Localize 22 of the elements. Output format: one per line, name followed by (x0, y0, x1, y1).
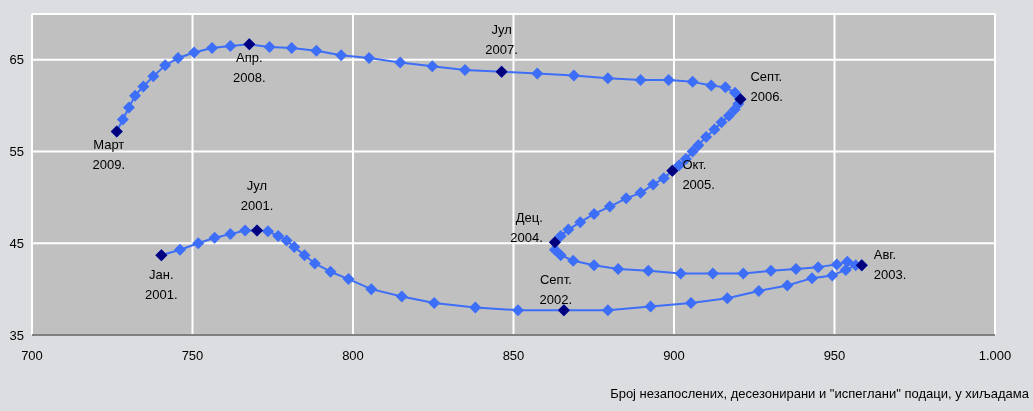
annotation: Јул 2007. (485, 21, 518, 57)
y-tick-label: 65 (9, 52, 24, 68)
x-axis-title: Број незапослених, десезонирани и "испеглани" подаци, у хиљадама (610, 386, 1029, 401)
x-tick-label: 750 (181, 348, 204, 364)
annotation: Апр. 2008. (233, 50, 266, 86)
x-tick-label: 850 (502, 348, 525, 364)
annotation: Септ. 2006. (750, 69, 783, 105)
annotation: Јан. 2001. (145, 267, 178, 303)
x-tick-label: 900 (663, 348, 685, 364)
y-tick-label: 35 (9, 327, 24, 343)
x-tick-label: 800 (342, 348, 364, 364)
y-tick-label: 55 (9, 144, 24, 160)
annotation: Септ. 2002. (539, 272, 573, 308)
annotation: Окт. 2005. (682, 156, 715, 192)
annotation: Март 2009. (92, 137, 126, 173)
annotation: Авг. 2003. (873, 247, 907, 283)
x-tick-label: 1.000 (978, 348, 1012, 364)
annotation: Дец. 2004. (510, 210, 543, 246)
x-tick-label: 700 (21, 348, 43, 364)
annotation: Јул 2001. (240, 178, 274, 214)
x-tick-label: 950 (823, 348, 846, 364)
y-tick-label: 45 (9, 235, 24, 251)
